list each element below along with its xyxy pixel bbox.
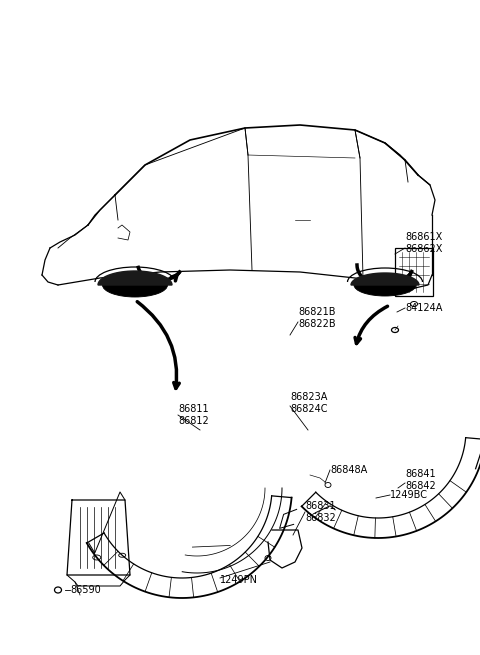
Text: 86823A
86824C: 86823A 86824C [290,392,327,414]
Polygon shape [351,273,419,285]
Bar [395,248,433,296]
Text: 86831
86832: 86831 86832 [305,501,336,523]
Ellipse shape [371,280,399,290]
Ellipse shape [354,274,416,296]
Text: 1249BC: 1249BC [390,490,428,500]
Text: 86848A: 86848A [330,465,367,475]
Ellipse shape [120,280,150,291]
Text: 86590: 86590 [70,585,101,595]
Ellipse shape [103,273,168,297]
Polygon shape [98,271,172,285]
Text: 86821B
86822B: 86821B 86822B [298,307,336,329]
Text: 86841
86842: 86841 86842 [405,469,436,491]
Text: 84124A: 84124A [405,303,443,313]
Text: 1249PN: 1249PN [220,575,258,585]
Text: 86861X
86862X: 86861X 86862X [405,233,443,253]
Text: 86811
86812: 86811 86812 [178,404,209,426]
